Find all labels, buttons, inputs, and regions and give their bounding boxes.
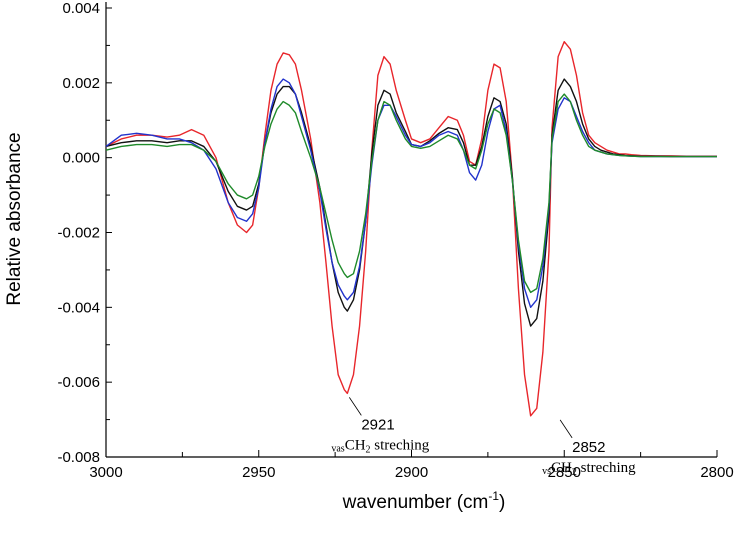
x-tick-label: 2850 bbox=[548, 464, 581, 481]
annotation-value: 2921 bbox=[361, 416, 394, 433]
annotation-value: 2852 bbox=[572, 439, 605, 456]
series-line-black bbox=[105, 78, 717, 327]
annotation-2852: 2852 vsCH2 streching bbox=[542, 419, 636, 478]
annotation-group: CH bbox=[345, 437, 366, 453]
annotation-desc: streching bbox=[371, 437, 430, 453]
x-tick-label: 3000 bbox=[89, 464, 122, 481]
x-axis-label-sup: -1 bbox=[488, 489, 499, 503]
annotation-leader bbox=[349, 397, 362, 416]
series-line-red bbox=[105, 40, 717, 417]
series-line-blue bbox=[105, 78, 717, 309]
annotation-label: vsCH2 streching bbox=[542, 460, 636, 478]
annotation-mode: vs bbox=[542, 466, 551, 477]
x-tick-label: 2800 bbox=[700, 464, 733, 481]
y-tick-label: -0.006 bbox=[57, 374, 100, 391]
x-axis-label-end: ) bbox=[499, 492, 505, 513]
y-tick-label: 0.002 bbox=[62, 75, 100, 92]
y-tick-label: 0.000 bbox=[62, 150, 100, 167]
y-tick-label: -0.008 bbox=[57, 449, 100, 466]
annotation-mode: vas bbox=[331, 443, 344, 454]
y-tick-label: -0.004 bbox=[57, 299, 100, 316]
annotation-leader bbox=[559, 419, 573, 439]
annotation-2921: 2921 vasCH2 streching bbox=[331, 397, 430, 455]
x-tick-label: 2950 bbox=[242, 464, 275, 481]
x-axis-label-main: wavenumber (cm bbox=[342, 492, 489, 513]
annotation-group-sub: 2 bbox=[366, 444, 371, 455]
annotation-desc: streching bbox=[577, 460, 636, 476]
y-tick-label: 0.004 bbox=[62, 0, 100, 17]
y-axis-label: Relative absorbance bbox=[4, 132, 25, 305]
y-tick-label: -0.002 bbox=[57, 225, 100, 242]
x-tick-label: 2900 bbox=[395, 464, 428, 481]
series-line-green bbox=[105, 93, 717, 294]
annotation-label: vasCH2 streching bbox=[331, 437, 429, 455]
annotation-group: CH bbox=[551, 460, 572, 476]
annotation-group-sub: 2 bbox=[572, 467, 577, 478]
series-layer bbox=[105, 40, 717, 417]
axes: -0.008 -0.006 -0.004 -0.002 0.000 0.002 0.004 3… bbox=[57, 0, 733, 481]
x-axis-label: wavenumber (cm-1) bbox=[342, 489, 506, 513]
